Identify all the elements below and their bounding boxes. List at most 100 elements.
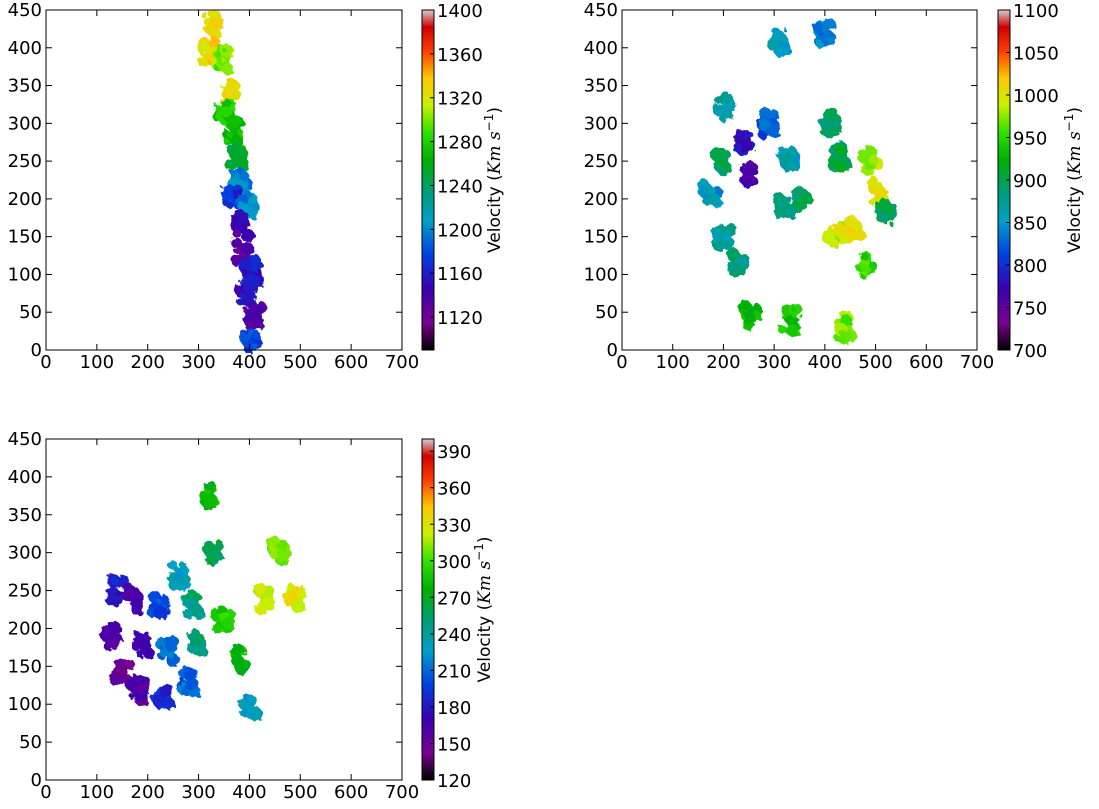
velocity-pixel: [213, 50, 221, 58]
colorbar-tick-label: 750: [1013, 299, 1047, 320]
velocity-pixel: [839, 330, 847, 338]
y-tick-label: 200: [8, 189, 42, 210]
velocity-pixel: [710, 185, 716, 191]
x-tick-label: 400: [808, 352, 842, 373]
velocity-pixel: [213, 65, 218, 70]
velocity-pixel: [779, 40, 787, 49]
velocity-pixel: [722, 235, 729, 242]
x-tick-label: 500: [858, 352, 892, 373]
velocity-field: [100, 480, 307, 722]
x-tick-label: 300: [181, 782, 215, 803]
velocity-pixel: [175, 566, 184, 575]
velocity-pixel: [825, 107, 838, 120]
y-tick-label: 200: [584, 189, 618, 210]
velocity-pixel: [238, 707, 248, 717]
velocity-pixel: [167, 560, 178, 570]
velocity-pixel: [860, 253, 869, 261]
velocity-pixel: [208, 40, 213, 45]
y-tick-label: 350: [8, 505, 42, 526]
colorbar-tick-label: 120: [437, 771, 471, 792]
x-tick-label: 500: [283, 782, 317, 803]
y-tick-label: 100: [8, 694, 42, 715]
x-tick-label: 700: [385, 782, 419, 803]
velocity-pixel: [778, 201, 787, 209]
velocity-pixel: [222, 48, 227, 53]
velocity-pixel: [186, 683, 194, 691]
velocity-pixel: [783, 195, 792, 203]
velocity-pixel: [821, 17, 836, 32]
velocity-pixel: [156, 599, 162, 605]
velocity-pixel: [773, 114, 779, 120]
colorbar-tick-label: 390: [437, 442, 471, 463]
velocity-pixel: [194, 610, 206, 621]
velocity-pixel: [133, 593, 139, 599]
velocity-pixel: [711, 230, 722, 241]
y-tick-label: 300: [8, 113, 42, 134]
velocity-pixel: [220, 185, 234, 199]
velocity-pixel: [135, 685, 146, 696]
velocity-pixel: [791, 307, 796, 312]
velocity-pixel: [234, 258, 241, 265]
velocity-pixel: [166, 646, 174, 654]
y-tick-label: 450: [8, 0, 42, 21]
velocity-pixel: [206, 58, 212, 64]
velocity-pixel: [238, 251, 245, 257]
colorbar-gradient: [421, 438, 435, 781]
colorbar-tick-label: 270: [437, 588, 471, 609]
x-tick-label: 0: [40, 782, 51, 803]
y-tick-label: 0: [607, 340, 618, 361]
velocity-pixel: [722, 104, 727, 109]
velocity-pixel: [252, 303, 264, 315]
velocity-pixel: [866, 175, 878, 187]
y-tick-label: 150: [584, 227, 618, 248]
velocity-pixel: [110, 576, 120, 586]
velocity-pixel: [212, 624, 222, 634]
plot-frame: [621, 9, 978, 351]
velocity-pixel: [853, 229, 866, 242]
x-tick-label: 300: [181, 352, 215, 373]
velocity-pixel: [208, 18, 218, 28]
velocity-pixel: [229, 115, 242, 127]
plot-frame: [45, 438, 403, 781]
velocity-pixel: [234, 248, 240, 254]
velocity-pixel: [793, 186, 805, 198]
colorbar-tick-label: 330: [437, 515, 471, 536]
velocity-pixel: [225, 81, 239, 95]
velocity-pixel: [781, 213, 787, 219]
velocity-pixel: [109, 672, 123, 687]
velocity-pixel: [746, 177, 753, 184]
velocity-pixel: [221, 616, 235, 630]
y-tick-label: 0: [31, 770, 42, 791]
y-tick-label: 300: [584, 113, 618, 134]
velocity-map-top-right: 0 100 200 300 400 500 600 700 0 50 100 150 200 250 300…: [584, 0, 1085, 373]
velocity-pixel: [109, 641, 118, 650]
x-tick-label: 100: [80, 782, 114, 803]
velocity-map-bottom-left: 0 100 200 300 400 500 600 700 0 50 100 150 200 250 300…: [8, 429, 495, 803]
x-tick-label: 300: [757, 352, 791, 373]
velocity-pixel: [269, 551, 278, 559]
velocity-pixel: [135, 604, 143, 612]
velocity-pixel: [726, 102, 731, 107]
velocity-pixel: [828, 156, 839, 166]
velocity-pixel: [742, 263, 749, 270]
colorbar-tick-label: 1320: [437, 89, 483, 110]
colorbar-tick-label: 1100: [1013, 1, 1059, 22]
velocity-pixel: [844, 214, 857, 228]
velocity-field: [196, 10, 267, 354]
x-tick-label: 400: [232, 782, 266, 803]
velocity-pixel: [281, 540, 288, 546]
velocity-pixel: [767, 123, 781, 138]
velocity-pixel: [732, 142, 744, 154]
velocity-pixel: [813, 23, 824, 33]
velocity-pixel: [183, 667, 197, 681]
velocity-pixel: [710, 147, 724, 162]
velocity-pixel: [207, 36, 221, 50]
velocity-pixel: [110, 623, 122, 635]
velocity-pixel: [231, 654, 244, 667]
velocity-pixel: [122, 593, 130, 600]
y-tick-label: 450: [8, 429, 42, 450]
velocity-pixel: [108, 595, 116, 603]
colorbar-tick-label: 300: [437, 552, 471, 573]
x-tick-label: 700: [960, 352, 994, 373]
y-tick-label: 450: [584, 0, 618, 21]
